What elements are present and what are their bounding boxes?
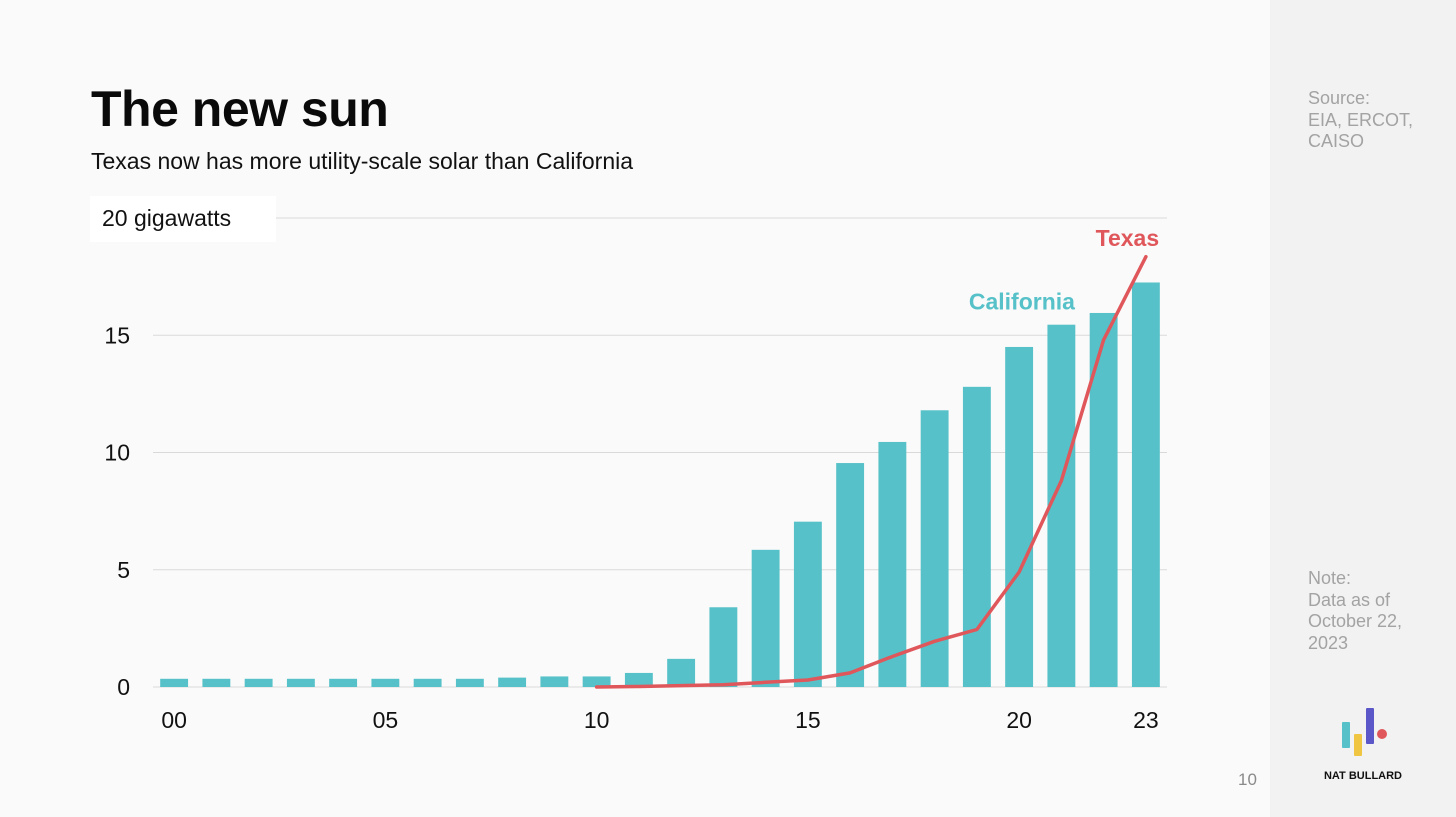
bar-california-02: [244, 678, 273, 687]
y-axis-unit-box: [90, 196, 276, 242]
x-tick-label-15: 15: [795, 707, 821, 733]
bar-california-05: [371, 678, 400, 687]
bar-california-09: [540, 676, 569, 687]
bar-california-01: [202, 678, 231, 687]
page-number: 10: [1238, 770, 1257, 789]
x-tick-label-00: 00: [161, 707, 187, 733]
brand-name: NAT BULLARD: [1323, 770, 1402, 782]
annotation-california: California: [969, 288, 1075, 314]
bar-california-20: [1005, 346, 1034, 687]
source-line-2: CAISO: [1308, 131, 1365, 151]
x-tick-label-10: 10: [584, 707, 610, 733]
note-line-3: 2023: [1308, 632, 1349, 653]
california-bars: [160, 282, 1160, 687]
bar-california-00: [160, 678, 189, 687]
logo-bar-teal: [1342, 722, 1350, 748]
page-title: The new sun: [91, 81, 389, 137]
bar-california-23: [1131, 282, 1160, 687]
slide-area: The new sun Texas now has more utility-s…: [90, 81, 1257, 789]
data-note: Note: Data as of October 22, 2023: [1308, 568, 1402, 654]
logo-dot-red: [1377, 729, 1387, 739]
logo-bar-indigo: [1366, 708, 1374, 744]
bar-california-08: [498, 677, 527, 687]
y-tick-label-10: 10: [104, 440, 130, 466]
note-line-2: October 22,: [1308, 611, 1403, 631]
bar-california-13: [709, 607, 738, 687]
series-annotations: California Texas: [969, 225, 1159, 314]
note-label: Note:: [1308, 568, 1352, 588]
logo-bar-yellow: [1354, 734, 1362, 756]
annotation-texas: Texas: [1096, 225, 1160, 251]
x-tick-label-23: 23: [1133, 707, 1159, 733]
bar-california-15: [793, 521, 822, 687]
bar-california-19: [962, 386, 991, 687]
line-texas: [594, 254, 1148, 689]
bar-california-11: [624, 672, 653, 687]
x-tick-label-20: 20: [1006, 707, 1032, 733]
bar-california-17: [878, 441, 907, 687]
bar-california-06: [413, 678, 442, 687]
bar-california-07: [455, 678, 484, 687]
source-note: Source: EIA, ERCOT, CAISO: [1308, 88, 1413, 153]
y-axis-unit-label: 20 gigawatts: [102, 205, 231, 231]
sidebar: [1270, 0, 1456, 817]
page-subtitle: Texas now has more utility-scale solar t…: [91, 148, 634, 174]
source-label: Source:: [1308, 88, 1371, 108]
bar-california-14: [751, 549, 780, 687]
bar-california-04: [329, 678, 358, 687]
y-tick-label-5: 5: [117, 557, 130, 583]
bar-california-03: [286, 678, 315, 687]
texas-line-layer: [594, 254, 1148, 689]
y-tick-label-15: 15: [104, 322, 130, 348]
bar-california-10: [582, 676, 611, 687]
gridlines: [153, 217, 1167, 688]
bar-california-16: [836, 463, 865, 687]
source-line-1: EIA, ERCOT,: [1308, 109, 1414, 130]
x-tick-label-05: 05: [373, 707, 399, 733]
brand-logo-icon: [1342, 708, 1387, 756]
note-line-1: Data as of: [1308, 589, 1391, 610]
y-tick-label-0: 0: [117, 674, 130, 700]
bar-california-21: [1047, 324, 1076, 687]
bar-california-12: [667, 658, 696, 687]
